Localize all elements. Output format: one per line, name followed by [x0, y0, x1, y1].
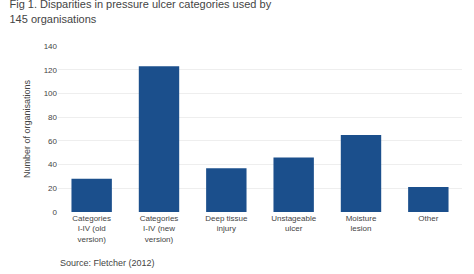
svg-text:CategoriesI-IV (newversion): CategoriesI-IV (newversion): [140, 214, 179, 244]
svg-text:40: 40: [48, 160, 57, 169]
svg-text:Deep tissueinjury: Deep tissueinjury: [205, 214, 248, 233]
svg-text:Fig 1. Disparities in pressure: Fig 1. Disparities in pressure ulcer cat…: [9, 0, 271, 25]
svg-text:80: 80: [48, 113, 57, 122]
svg-text:120: 120: [44, 66, 58, 75]
svg-text:Number of organisations: Number of organisations: [22, 79, 32, 178]
svg-text:100: 100: [44, 89, 58, 98]
svg-text:Unstageableulcer: Unstageableulcer: [271, 214, 316, 233]
svg-text:Moisturelesion: Moisturelesion: [346, 214, 377, 233]
svg-text:Source: Fletcher (2012): Source: Fletcher (2012): [60, 258, 155, 268]
svg-text:0: 0: [53, 208, 58, 217]
svg-text:CategoriesI-IV (oldversion): CategoriesI-IV (oldversion): [72, 214, 111, 244]
svg-text:140: 140: [44, 42, 58, 51]
svg-text:60: 60: [48, 137, 57, 146]
svg-text:Other: Other: [418, 214, 438, 223]
svg-text:20: 20: [48, 184, 57, 193]
